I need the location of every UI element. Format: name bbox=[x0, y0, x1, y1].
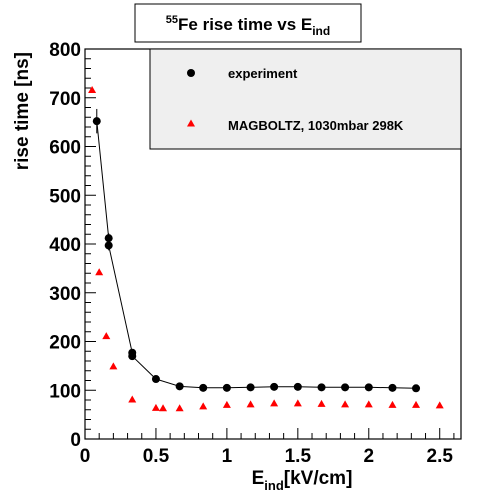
series-line bbox=[96, 121, 417, 389]
data-point-circle bbox=[151, 375, 160, 384]
y-tick-label: 700 bbox=[49, 89, 81, 110]
data-point-circle bbox=[293, 382, 302, 391]
x-tick-label: 0 bbox=[80, 446, 91, 467]
data-point-triangle bbox=[88, 85, 97, 93]
y-axis-title: rise time [ns] bbox=[12, 52, 33, 170]
title-superscript: 55 bbox=[166, 14, 178, 26]
data-point-circle bbox=[199, 383, 208, 392]
x-axis-title-suffix: [kV/cm] bbox=[284, 468, 353, 489]
data-point-triangle bbox=[388, 400, 397, 408]
data-point-triangle bbox=[270, 399, 279, 407]
y-tick-label: 0 bbox=[70, 430, 81, 451]
data-point-triangle bbox=[317, 399, 326, 407]
legend-marker-experiment bbox=[187, 69, 195, 77]
x-tick-label: 2.5 bbox=[427, 446, 454, 467]
y-tick-label: 200 bbox=[49, 333, 81, 354]
data-point-triangle bbox=[159, 404, 168, 412]
data-point-triangle bbox=[102, 332, 111, 340]
data-point-triangle bbox=[341, 400, 350, 408]
series-experiment bbox=[92, 108, 421, 393]
plot-area bbox=[88, 85, 444, 412]
data-point-triangle bbox=[151, 403, 160, 411]
x-axis: 0 0.5 1 1.5 2 2.5 bbox=[80, 428, 455, 467]
title-box bbox=[134, 3, 362, 43]
data-point-triangle bbox=[222, 400, 231, 408]
data-point-circle bbox=[364, 383, 373, 392]
data-point-triangle bbox=[95, 268, 104, 276]
data-point-triangle bbox=[199, 402, 208, 410]
data-point-triangle bbox=[293, 399, 302, 407]
data-point-circle bbox=[388, 383, 397, 392]
y-tick-label: 400 bbox=[49, 235, 81, 256]
legend-label-experiment: experiment bbox=[228, 66, 298, 81]
data-point-triangle bbox=[246, 400, 255, 408]
legend-marker-magboltz bbox=[187, 119, 195, 127]
x-axis-title-subscript: ind bbox=[264, 478, 284, 493]
title-main: Fe rise time vs E bbox=[178, 15, 312, 34]
data-point-triangle bbox=[109, 362, 118, 370]
chart-title: 55Fe rise time vs Eind bbox=[134, 3, 362, 43]
data-point-circle bbox=[317, 383, 326, 392]
data-point-triangle bbox=[364, 400, 373, 408]
data-point-circle bbox=[270, 382, 279, 391]
y-tick-label: 800 bbox=[49, 40, 81, 61]
x-tick-label: 1 bbox=[222, 446, 233, 467]
y-tick-label: 100 bbox=[49, 381, 81, 402]
y-tick-label: 300 bbox=[49, 284, 81, 305]
data-point-circle bbox=[222, 383, 231, 392]
data-point-circle bbox=[92, 117, 101, 126]
series-magboltz bbox=[88, 85, 444, 412]
x-axis-title-main: E bbox=[252, 468, 265, 489]
legend: experiment MAGBOLTZ, 1030mbar 298K bbox=[149, 48, 462, 150]
legend-box bbox=[149, 48, 462, 150]
y-tick-label: 600 bbox=[49, 138, 81, 159]
data-point-circle bbox=[412, 384, 421, 393]
x-tick-label: 2 bbox=[363, 446, 374, 467]
title-subscript: ind bbox=[312, 24, 330, 38]
data-point-circle bbox=[246, 383, 255, 392]
data-point-circle bbox=[128, 352, 137, 361]
data-point-circle bbox=[341, 383, 350, 392]
x-tick-label: 1.5 bbox=[285, 446, 312, 467]
data-point-triangle bbox=[435, 401, 444, 409]
x-tick-label: 0.5 bbox=[143, 446, 170, 467]
data-point-circle bbox=[104, 241, 113, 250]
x-axis-title: Eind[kV/cm] bbox=[252, 468, 353, 493]
y-tick-label: 500 bbox=[49, 186, 81, 207]
data-point-circle bbox=[175, 382, 184, 391]
data-point-triangle bbox=[412, 400, 421, 408]
data-point-triangle bbox=[175, 404, 184, 412]
data-point-circle bbox=[104, 234, 113, 243]
legend-label-magboltz: MAGBOLTZ, 1030mbar 298K bbox=[228, 118, 404, 133]
data-point-triangle bbox=[128, 395, 137, 403]
title-text: 55Fe rise time vs Eind bbox=[166, 14, 330, 38]
y-axis: 0 100 200 300 400 500 600 700 800 bbox=[49, 40, 96, 451]
